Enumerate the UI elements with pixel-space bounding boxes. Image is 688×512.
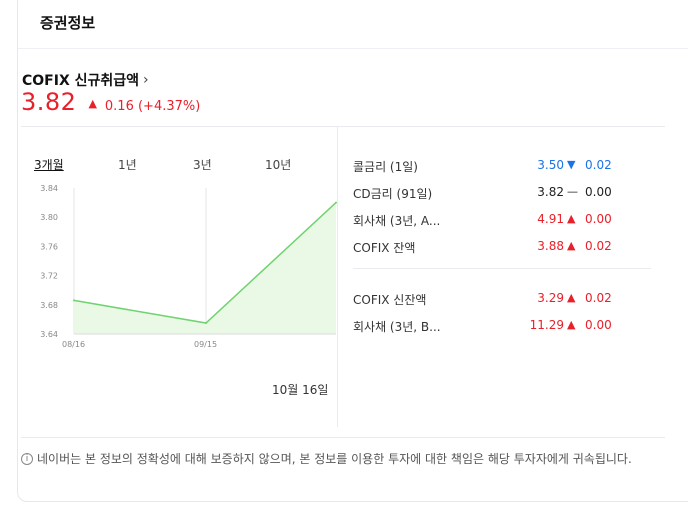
card-header: 증권정보 xyxy=(18,0,688,49)
rates-table: 콜금리 (1일) 3.50 ▼ 0.02 CD금리 (91일) 3.82—0.00 회사채 … xyxy=(353,150,651,337)
rate-change: 0.02 xyxy=(585,158,612,172)
divider-vertical xyxy=(337,127,338,427)
up-arrow-icon: ▲ xyxy=(567,318,576,331)
rate-value: 11.29 xyxy=(529,318,564,332)
series-area xyxy=(74,202,336,334)
rate-row[interactable]: CD금리 (91일) 3.82— 0.00 xyxy=(353,177,651,204)
chart-date-label: 10월 16일 xyxy=(272,383,329,397)
data-point xyxy=(73,299,75,302)
price-row: 3.82 ▲ 0.16 (+4.37%) xyxy=(21,88,200,116)
rate-row[interactable]: 콜금리 (1일) 3.50 ▼ 0.02 xyxy=(353,150,651,177)
rate-row[interactable]: 회사채 (3년, B... 11.29 ▲ 0.00 xyxy=(353,310,651,337)
down-arrow-icon: ▼ xyxy=(567,158,576,171)
y-tick-label: 3.76 xyxy=(40,242,58,251)
securities-info-card: 증권정보 xyxy=(17,0,688,502)
card-title: 증권정보 xyxy=(40,14,96,32)
y-tick-label: 3.64 xyxy=(40,330,58,339)
rate-change: 0.00 xyxy=(585,318,612,332)
data-point xyxy=(205,322,207,325)
rate-change: 0.02 xyxy=(585,239,612,253)
tab-10-years[interactable]: 10년 xyxy=(265,158,292,172)
data-point xyxy=(335,201,337,204)
divider xyxy=(21,437,665,438)
rate-value: 3.50 xyxy=(537,158,564,172)
rate-name: CD금리 (91일) xyxy=(353,187,433,201)
rate-value: 3.88 xyxy=(537,239,564,253)
rate-name: 콜금리 (1일) xyxy=(353,160,418,174)
period-tabs: 3개월 1년 3년 10년 xyxy=(24,156,314,176)
rate-value: 4.91 xyxy=(537,212,564,226)
up-arrow-icon: ▲ xyxy=(88,97,97,110)
y-tick-label: 3.68 xyxy=(40,301,58,310)
rate-change: 0.00 xyxy=(585,212,612,226)
up-arrow-icon: ▲ xyxy=(567,291,576,304)
chart-svg: 3.84 3.80 3.76 3.72 3.68 3.64 08/16 09/15 xyxy=(40,184,337,349)
divider xyxy=(21,126,665,127)
y-tick-label: 3.80 xyxy=(40,213,58,222)
rate-row[interactable]: COFIX 신잔액 3.29 ▲ 0.02 xyxy=(353,283,651,310)
rate-name: COFIX 잔액 xyxy=(353,241,416,255)
info-icon: i xyxy=(21,453,33,465)
disclaimer: i 네이버는 본 정보의 정확성에 대해 보증하지 않으며, 본 정보를 이용한… xyxy=(21,451,671,467)
rates-divider xyxy=(353,268,651,269)
index-name: COFIX 신규취급액 xyxy=(22,73,140,89)
y-tick-label: 3.84 xyxy=(40,184,58,193)
tab-3-months[interactable]: 3개월 xyxy=(34,158,64,172)
tab-3-years[interactable]: 3년 xyxy=(193,158,212,172)
tab-1-year[interactable]: 1년 xyxy=(118,158,137,172)
rate-name: 회사채 (3년, B... xyxy=(353,320,441,334)
rate-value: 3.82 xyxy=(537,185,564,199)
rate-change: 0.00 xyxy=(585,185,612,199)
chevron-right-icon: › xyxy=(143,72,149,88)
x-tick-label: 09/15 xyxy=(194,340,217,349)
rate-name: 회사채 (3년, A... xyxy=(353,214,441,228)
flat-dash-icon: — xyxy=(567,185,578,198)
price-change: 0.16 (+4.37%) xyxy=(104,99,201,114)
y-tick-label: 3.72 xyxy=(40,272,58,281)
disclaimer-text: 네이버는 본 정보의 정확성에 대해 보증하지 않으며, 본 정보를 이용한 투… xyxy=(37,452,632,466)
rate-row[interactable]: COFIX 잔액 3.88 ▲ 0.02 xyxy=(353,231,651,258)
x-tick-label: 08/16 xyxy=(62,340,85,349)
current-price: 3.82 xyxy=(21,88,77,116)
rate-name: COFIX 신잔액 xyxy=(353,293,427,307)
rate-chart: 3.84 3.80 3.76 3.72 3.68 3.64 08/16 09/15 xyxy=(36,180,346,360)
index-name-link[interactable]: COFIX 신규취급액 › xyxy=(22,70,149,90)
rate-value: 3.29 xyxy=(537,291,564,305)
rate-change: 0.02 xyxy=(585,291,612,305)
up-arrow-icon: ▲ xyxy=(567,239,576,252)
up-arrow-icon: ▲ xyxy=(567,212,576,225)
rate-row[interactable]: 회사채 (3년, A... 4.91 ▲ 0.00 xyxy=(353,204,651,231)
